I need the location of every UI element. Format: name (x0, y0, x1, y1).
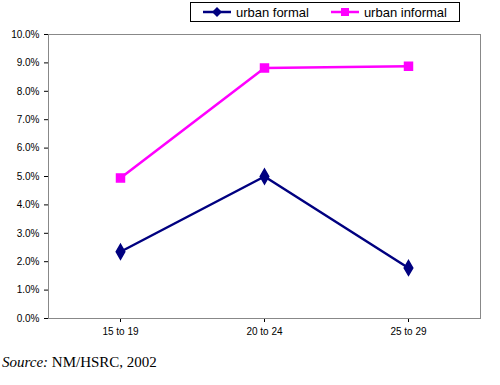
html-text:urban informal: urban informal (363, 4, 447, 20)
svg-text:0.0%: 0.0% (17, 313, 40, 324)
svg-text:25 to 29: 25 to 29 (390, 326, 427, 337)
svg-text:1.0%: 1.0% (17, 284, 40, 295)
svg-text:20 to 24: 20 to 24 (246, 326, 283, 337)
svg-text:7.0%: 7.0% (17, 114, 40, 125)
svg-text:8.0%: 8.0% (17, 86, 40, 97)
svg-text:15 to 19: 15 to 19 (102, 326, 139, 337)
svg-text:9.0%: 9.0% (17, 57, 40, 68)
html-text:urban formal: urban formal (235, 4, 309, 20)
svg-text:5.0%: 5.0% (17, 171, 40, 182)
svg-text:2.0%: 2.0% (17, 256, 40, 267)
html-text:Source: NM/HSRC, 2002: Source: NM/HSRC, 2002 (2, 354, 157, 370)
svg-text:6.0%: 6.0% (17, 142, 40, 153)
svg-text:10.0%: 10.0% (11, 29, 39, 40)
svg-text:4.0%: 4.0% (17, 199, 40, 210)
svg-text:3.0%: 3.0% (17, 228, 40, 239)
